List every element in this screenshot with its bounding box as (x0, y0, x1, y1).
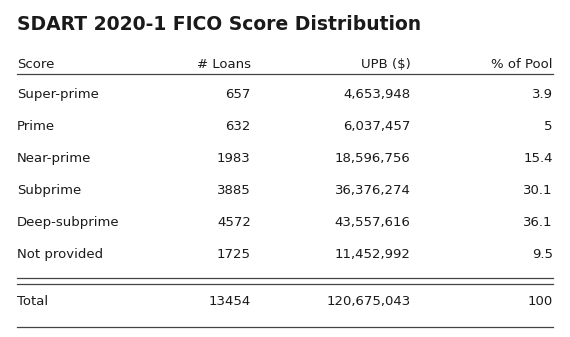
Text: Subprime: Subprime (17, 184, 82, 197)
Text: 9.5: 9.5 (532, 248, 553, 261)
Text: 36,376,274: 36,376,274 (335, 184, 410, 197)
Text: 120,675,043: 120,675,043 (326, 295, 410, 308)
Text: 1983: 1983 (217, 152, 251, 165)
Text: 3885: 3885 (217, 184, 251, 197)
Text: 6,037,457: 6,037,457 (343, 120, 410, 133)
Text: Not provided: Not provided (17, 248, 103, 261)
Text: 4572: 4572 (217, 216, 251, 229)
Text: 657: 657 (225, 88, 251, 101)
Text: 1725: 1725 (217, 248, 251, 261)
Text: % of Pool: % of Pool (491, 58, 553, 71)
Text: 3.9: 3.9 (532, 88, 553, 101)
Text: 100: 100 (528, 295, 553, 308)
Text: Deep-subprime: Deep-subprime (17, 216, 120, 229)
Text: # Loans: # Loans (197, 58, 251, 71)
Text: 11,452,992: 11,452,992 (335, 248, 410, 261)
Text: Super-prime: Super-prime (17, 88, 99, 101)
Text: 15.4: 15.4 (523, 152, 553, 165)
Text: SDART 2020-1 FICO Score Distribution: SDART 2020-1 FICO Score Distribution (17, 15, 421, 34)
Text: 18,596,756: 18,596,756 (335, 152, 410, 165)
Text: 43,557,616: 43,557,616 (335, 216, 410, 229)
Text: 36.1: 36.1 (523, 216, 553, 229)
Text: 13454: 13454 (209, 295, 251, 308)
Text: Prime: Prime (17, 120, 55, 133)
Text: 30.1: 30.1 (523, 184, 553, 197)
Text: Total: Total (17, 295, 48, 308)
Text: 632: 632 (225, 120, 251, 133)
Text: UPB ($): UPB ($) (361, 58, 410, 71)
Text: Near-prime: Near-prime (17, 152, 91, 165)
Text: 4,653,948: 4,653,948 (343, 88, 410, 101)
Text: Score: Score (17, 58, 55, 71)
Text: 5: 5 (544, 120, 553, 133)
